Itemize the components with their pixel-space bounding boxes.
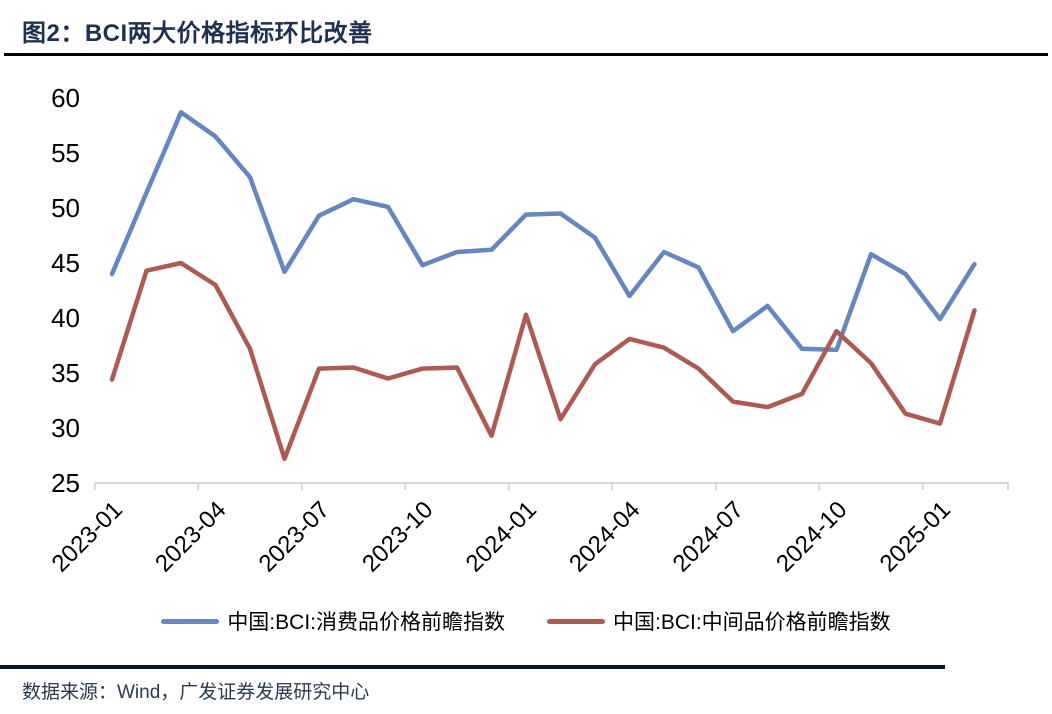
legend-label-intermediate: 中国:BCI:中间品价格前瞻指数	[613, 611, 891, 634]
y-axis-label: 40	[51, 303, 80, 333]
intermediate-line-swatch	[547, 618, 605, 624]
consumer-price-index-line	[109, 110, 977, 353]
y-axis-label: 25	[51, 468, 80, 498]
consumer-line-swatch	[161, 618, 220, 624]
figure-title: 图2：BCI两大价格指标环比改善	[22, 20, 373, 47]
x-axis-label: 2024-01	[461, 496, 542, 577]
y-axis-label: 60	[51, 83, 80, 113]
y-axis-label: 55	[51, 138, 80, 168]
footer-rule	[0, 665, 945, 669]
legend-item-consumer: 中国:BCI:消费品价格前瞻指数	[161, 606, 505, 636]
chart-legend: 中国:BCI:消费品价格前瞻指数 中国:BCI:中间品价格前瞻指数	[0, 606, 1052, 636]
data-source-note: 数据来源：Wind，广发证券发展研究中心	[22, 682, 370, 703]
line-chart: 25 30 35 40 45 50 55 60 2023-01 2023-04 2023-07 202…	[47, 83, 1009, 578]
x-axis-label: 2025-01	[875, 496, 956, 577]
x-axis-label: 2023-04	[150, 496, 231, 577]
x-axis-label: 2023-01	[47, 496, 128, 577]
x-axis-label: 2023-07	[254, 496, 335, 577]
title-underline-rule	[4, 53, 1048, 56]
x-axis-label: 2024-04	[564, 496, 645, 577]
x-axis-label: 2023-10	[357, 496, 438, 577]
y-axis-label: 30	[51, 413, 80, 443]
legend-item-intermediate: 中国:BCI:中间品价格前瞻指数	[547, 606, 891, 636]
y-axis-label: 35	[51, 358, 80, 388]
y-axis-label: 50	[51, 193, 80, 223]
legend-label-consumer: 中国:BCI:消费品价格前瞻指数	[227, 611, 505, 634]
y-axis-label: 45	[51, 248, 80, 278]
x-axis-label: 2024-10	[771, 496, 852, 577]
intermediate-price-index-line	[109, 260, 977, 462]
x-axis-label: 2024-07	[668, 496, 749, 577]
